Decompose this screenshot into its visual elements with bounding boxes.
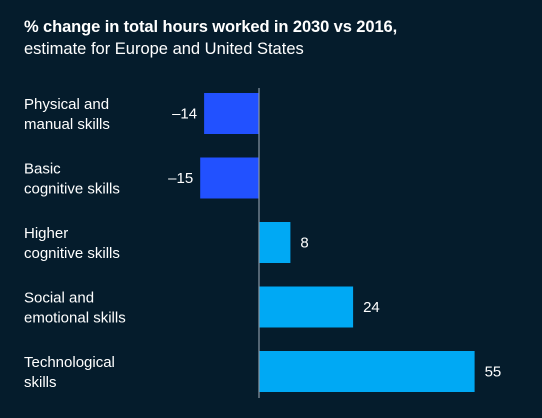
chart-subtitle: estimate for Europe and United States [24,40,304,58]
category-label-4: Technological skills [24,354,115,391]
chart-title: % change in total hours worked in 2030 v… [24,18,398,36]
bar-4 [259,351,475,392]
value-label-0: –14 [172,106,197,123]
value-label-2: 8 [300,235,308,252]
category-label-3: Social and emotional skills [24,290,126,327]
value-label-1: –15 [168,170,193,187]
value-label-3: 24 [363,299,380,316]
category-label-1: Basic cognitive skills [24,161,120,198]
category-label-2: Higher cognitive skills [24,225,120,262]
value-label-4: 55 [485,364,502,381]
bar-3 [259,286,354,328]
bar-2 [259,222,291,263]
category-label-0: Physical and manual skills [24,96,110,133]
bar-0 [204,93,259,134]
bar-1 [200,157,259,199]
